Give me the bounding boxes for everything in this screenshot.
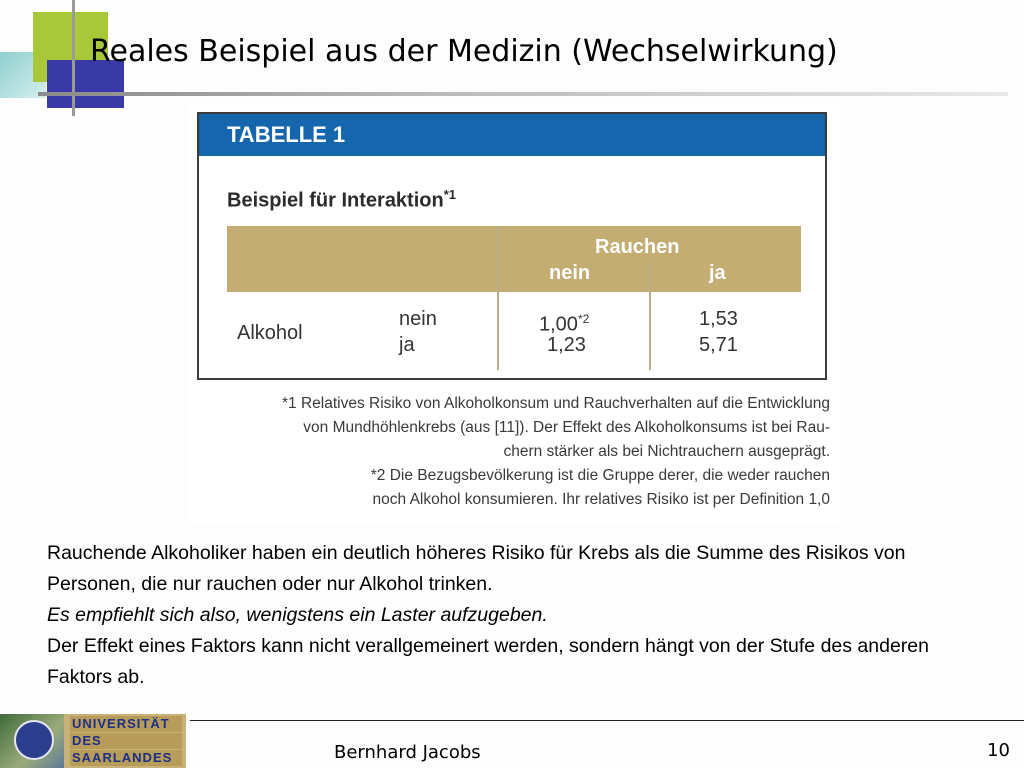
column-header-nein: nein [549,262,591,284]
footnote-line: *1 Relatives Risiko von Alkoholkonsum un… [282,395,830,412]
row-label-ja: ja [399,334,415,356]
footnote-line: *2 Die Bezugsbevölkerung ist die Gruppe … [370,467,830,484]
table-cell: 1,53 [699,308,738,330]
body-paragraph-italic: Es empfiehlt sich also, wenigstens ein L… [47,604,548,626]
footnote-line: von Mundhöhlenkrebs (aus [11]). Der Effe… [303,419,830,436]
university-seal-icon [14,720,54,760]
table-cell: 1,00*2 [539,312,590,336]
slide-title: Reales Beispiel aus der Medizin (Wechsel… [90,34,838,69]
decorative-vertical-line [72,0,75,116]
body-text: Rauchende Alkoholiker haben ein deutlich… [47,538,997,693]
decorative-blue-block [47,60,124,108]
table-cell: 1,23 [547,334,586,356]
footnote-line: noch Alkohol konsumieren. Ihr relatives … [372,491,830,508]
interaction-table: TABELLE 1 Beispiel für Interaktion*1 Rau… [197,112,827,380]
table-label: TABELLE 1 [227,122,346,147]
footnote-line: chern stärker als bei Nichtrauchern ausg… [503,443,830,460]
title-underline [38,92,1008,96]
body-paragraph: Rauchende Alkoholiker haben ein deutlich… [47,542,906,595]
column-divider [497,226,499,370]
page-number: 10 [987,740,1010,761]
body-paragraph: Der Effekt eines Faktors kann nicht vera… [47,635,929,688]
footer-author: Bernhard Jacobs [334,742,481,763]
row-label-nein: nein [399,308,437,330]
footer-divider [190,720,1024,721]
table-cell: 5,71 [699,334,738,356]
column-header-ja: ja [709,262,726,284]
row-group-header: Alkohol [237,322,303,344]
table-header-band [227,226,801,292]
column-group-header: Rauchen [595,236,680,258]
table-title: Beispiel für Interaktion*1 [227,187,457,212]
table-header-bar: TABELLE 1 [199,114,825,156]
table-footnotes: *1 Relatives Risiko von Alkoholkonsum un… [196,392,830,512]
logo-text: UNIVERSITÄT DES SAARLANDES [70,716,182,767]
table-figure: TABELLE 1 Beispiel für Interaktion*1 Rau… [190,104,840,524]
university-logo: UNIVERSITÄT DES SAARLANDES [0,714,186,768]
column-divider [649,262,651,370]
